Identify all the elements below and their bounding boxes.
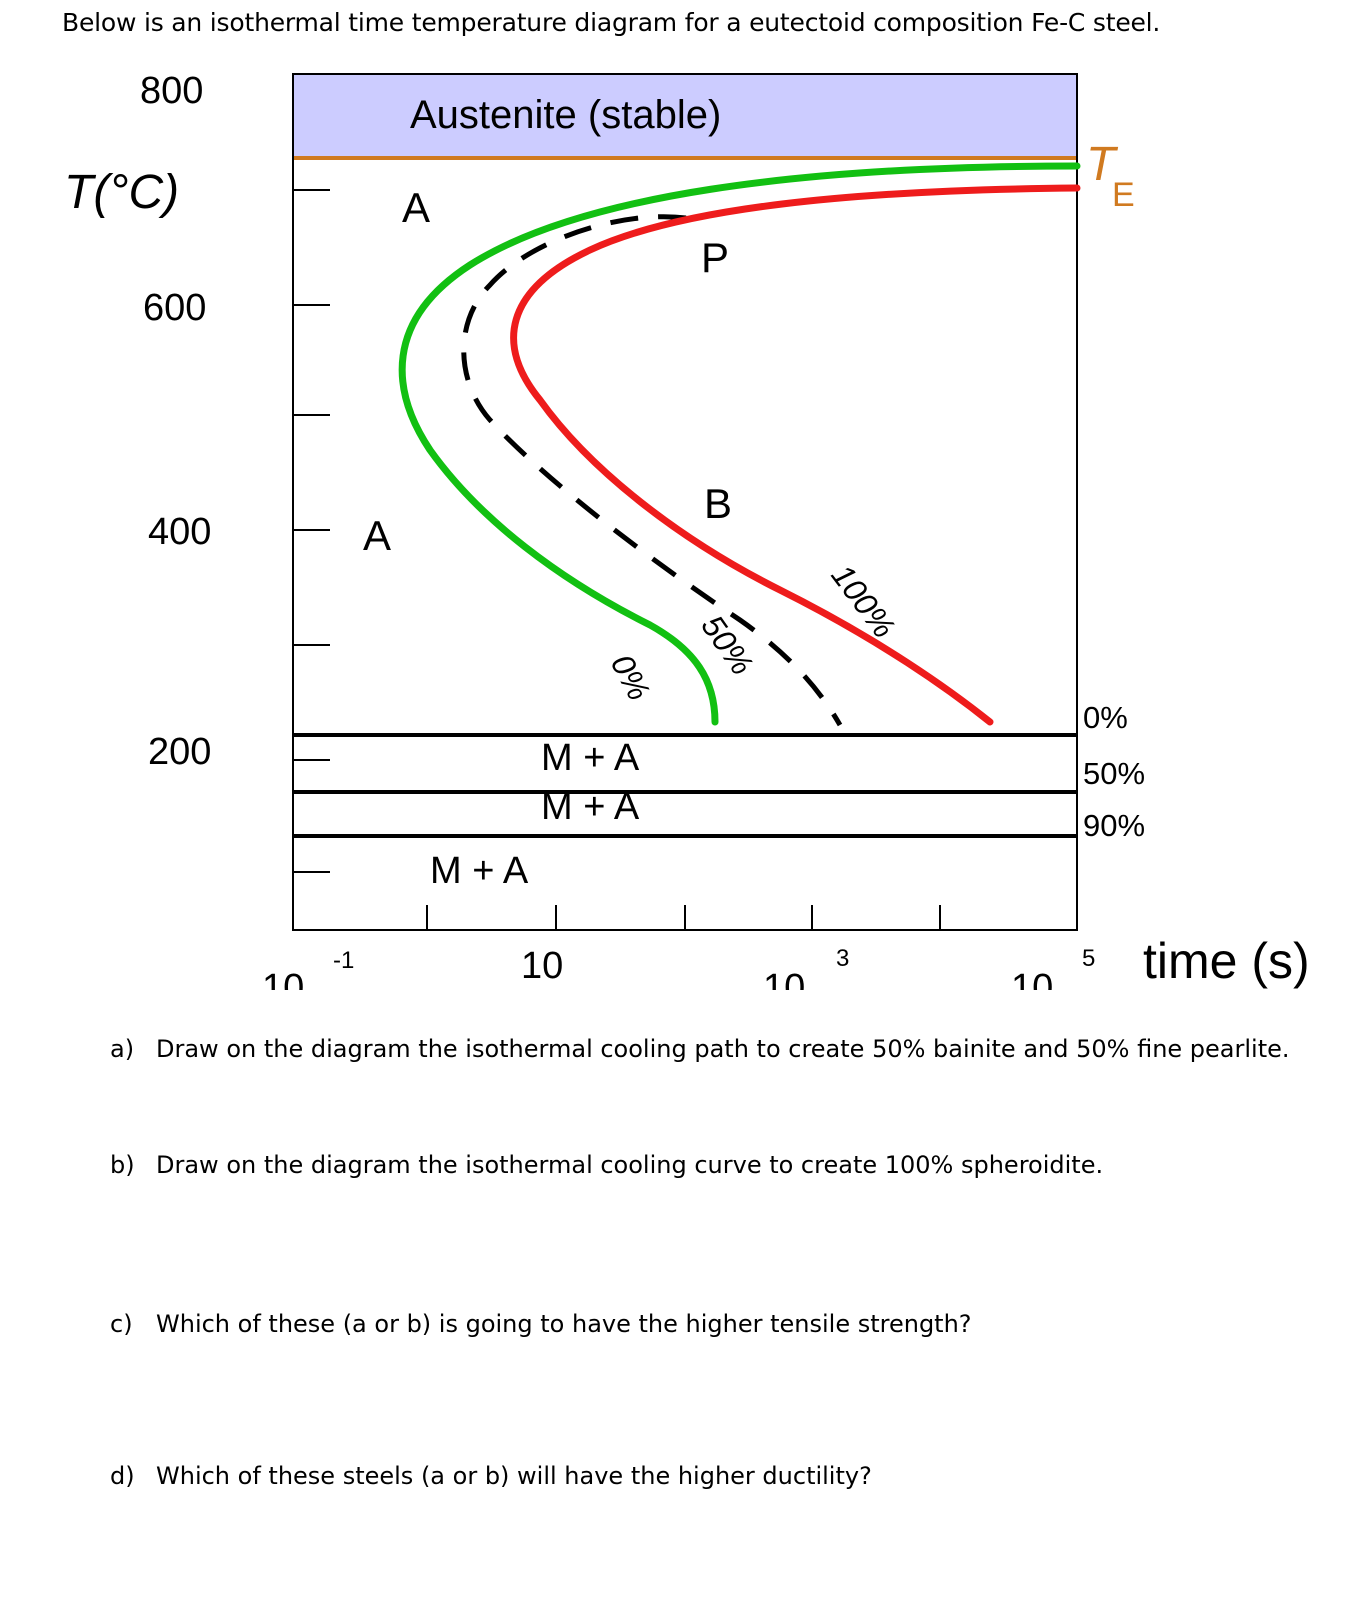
question-a-text: Draw on the diagram the isothermal cooli… <box>156 1035 1290 1063</box>
x-tick-base: 10 <box>1011 967 1053 990</box>
x-tick-exp: 3 <box>836 945 849 972</box>
question-c-text: Which of these (a or b) is going to have… <box>156 1310 972 1338</box>
x-tick-base: 10 <box>521 945 563 987</box>
y-tick-marks <box>293 189 330 873</box>
question-b: b) Draw on the diagram the isothermal coo… <box>110 1151 1103 1179</box>
martensite-label-0: 0% <box>1083 700 1128 735</box>
austenite-stable-label: Austenite (stable) <box>410 93 721 137</box>
question-c: c) Which of these (a or b) is going to ha… <box>110 1310 972 1338</box>
region-label-a-lower: A <box>363 512 391 559</box>
question-b-label: b) <box>110 1151 135 1179</box>
question-a: a) Draw on the diagram the isothermal coo… <box>110 1035 1290 1063</box>
martensite-label-90: 90% <box>1083 808 1145 843</box>
region-label-pearlite: P <box>701 234 729 281</box>
y-tick-label: 600 <box>143 287 206 329</box>
series-0pct-curve <box>398 162 1081 726</box>
question-c-label: c) <box>110 1310 133 1338</box>
eutectoid-label-subscript: E <box>1112 176 1135 214</box>
question-a-label: a) <box>110 1035 135 1063</box>
eutectoid-label-symbol: T <box>1086 138 1119 191</box>
x-axis-label: time (s) <box>1143 933 1310 989</box>
question-d-text: Which of these steels (a or b) will have… <box>156 1462 872 1490</box>
region-label-a-upper: A <box>402 184 430 231</box>
x-tick-exp: 5 <box>1082 945 1095 972</box>
martensite-label-50: 50% <box>1083 756 1145 791</box>
austenite-stable-region <box>293 74 1077 158</box>
ttt-diagram: 800 600 400 200 T(°C) 10 -1 10 10 3 10 5… <box>64 70 1310 990</box>
x-tick-marks <box>426 905 941 930</box>
series-100pct-curve <box>510 184 1081 726</box>
question-b-text: Draw on the diagram the isothermal cooli… <box>156 1151 1104 1179</box>
question-d: d) Which of these steels (a or b) will ha… <box>110 1462 872 1490</box>
y-tick-label: 400 <box>148 511 211 553</box>
x-tick-base: 10 <box>763 967 805 990</box>
question-d-label: d) <box>110 1462 135 1490</box>
x-tick-exp: -1 <box>333 947 354 974</box>
region-label-ma-3: M + A <box>430 850 529 892</box>
y-axis-label: T(°C) <box>64 166 179 219</box>
intro-text: Below is an isothermal time temperature … <box>62 8 1161 37</box>
series-label-0pct: 0% <box>604 648 657 706</box>
y-tick-label: 200 <box>148 731 211 773</box>
region-label-ma-2: M + A <box>541 786 640 828</box>
y-tick-label: 800 <box>140 70 203 112</box>
region-label-ma-1: M + A <box>541 737 640 779</box>
series-50pct-curve <box>461 214 843 727</box>
region-label-bainite: B <box>704 480 732 527</box>
x-tick-base: 10 <box>262 967 304 990</box>
